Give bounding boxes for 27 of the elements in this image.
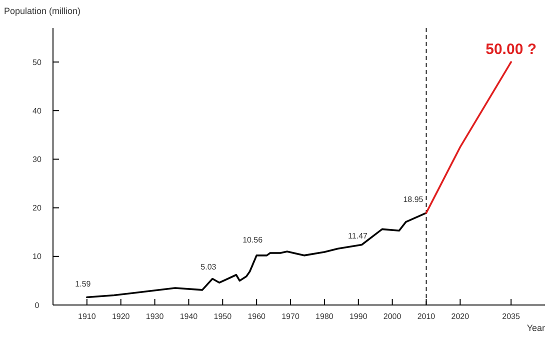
- y-axis-title: Population (million): [4, 6, 81, 16]
- y-tick-label: 40: [32, 106, 42, 116]
- y-tick-label: 0: [34, 300, 40, 310]
- x-tick-label: 1930: [146, 312, 164, 321]
- annotation: 10.56: [242, 236, 264, 245]
- x-tick-label: 1970: [282, 312, 300, 321]
- x-tick-label: 1920: [112, 312, 130, 321]
- x-tick-label: 1940: [180, 312, 198, 321]
- annotation: 1.59: [75, 279, 92, 288]
- x-tick-label: 2000: [383, 312, 402, 321]
- x-tick-label: 2020: [451, 312, 470, 321]
- x-tick-label: 2035: [502, 312, 521, 321]
- y-tick-label: 30: [32, 155, 42, 164]
- annotation: 11.47: [348, 231, 368, 240]
- x-tick-label: 1960: [248, 312, 266, 321]
- x-tick-label: 1990: [349, 312, 368, 321]
- annotation: 18.95: [403, 194, 424, 204]
- y-tick-label: 50: [32, 58, 42, 67]
- annotation: 50.00 ?: [486, 41, 537, 58]
- x-axis-title: Year: [526, 323, 545, 333]
- x-tick-label: 2010: [417, 312, 436, 321]
- x-tick-label: 1980: [316, 312, 334, 321]
- y-tick-label: 20: [32, 204, 42, 213]
- x-tick-label: 1910: [78, 312, 96, 321]
- y-tick-label: 10: [32, 252, 42, 262]
- annotation: 5.03: [200, 262, 217, 272]
- x-tick-label: 1950: [214, 312, 232, 321]
